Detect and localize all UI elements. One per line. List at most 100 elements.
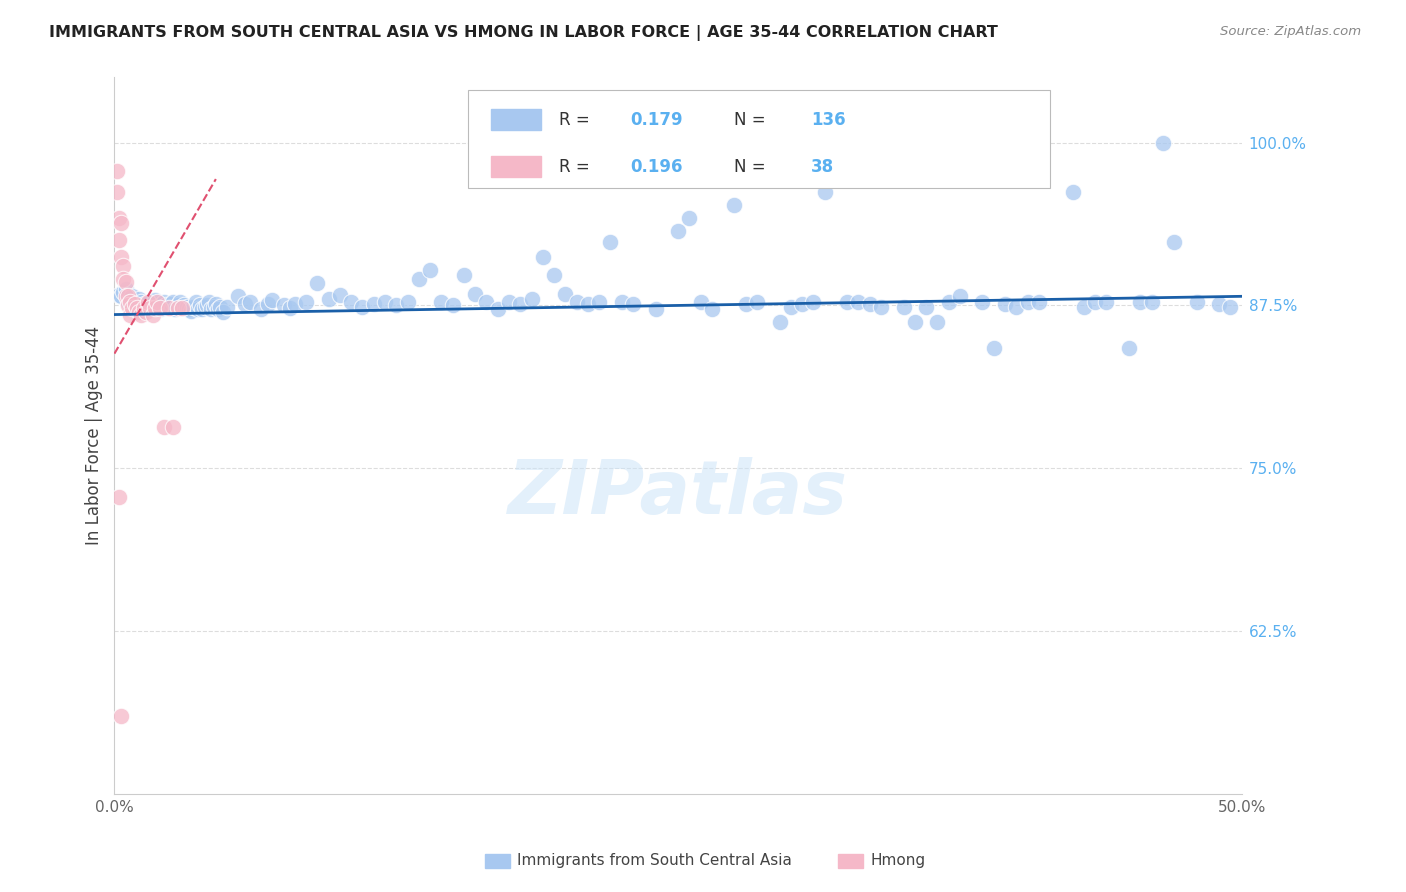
- Point: [576, 297, 599, 311]
- FancyBboxPatch shape: [468, 90, 1050, 188]
- Point: [408, 272, 430, 286]
- Point: [779, 300, 801, 314]
- Point: [205, 297, 228, 311]
- Point: [217, 300, 239, 314]
- Point: [125, 294, 148, 309]
- Point: [108, 233, 131, 247]
- Point: [233, 297, 256, 311]
- Point: [1028, 294, 1050, 309]
- Point: [531, 250, 554, 264]
- Point: [146, 300, 169, 314]
- Text: R =: R =: [558, 111, 595, 128]
- Point: [114, 281, 136, 295]
- Point: [554, 286, 576, 301]
- Point: [128, 305, 150, 319]
- Point: [159, 297, 181, 311]
- Point: [475, 294, 498, 309]
- Point: [135, 298, 157, 312]
- Point: [112, 260, 135, 274]
- Point: [599, 235, 621, 249]
- Point: [1219, 300, 1241, 314]
- Point: [110, 289, 132, 303]
- Point: [131, 294, 153, 309]
- Text: N =: N =: [734, 111, 772, 128]
- Point: [114, 275, 136, 289]
- Point: [211, 305, 233, 319]
- Point: [209, 300, 232, 314]
- Point: [801, 294, 824, 309]
- Point: [938, 294, 960, 309]
- Point: [848, 294, 870, 309]
- Point: [157, 300, 180, 314]
- Point: [120, 294, 142, 309]
- Point: [385, 298, 408, 312]
- Point: [430, 294, 453, 309]
- Point: [108, 288, 131, 302]
- Point: [117, 298, 139, 312]
- Point: [318, 292, 340, 306]
- Point: [278, 301, 301, 315]
- Point: [1084, 294, 1107, 309]
- Point: [745, 294, 768, 309]
- Point: [200, 302, 222, 317]
- Point: [859, 297, 882, 311]
- Point: [162, 294, 184, 309]
- Point: [419, 263, 441, 277]
- Point: [146, 294, 169, 309]
- Point: [170, 301, 193, 315]
- Point: [1208, 297, 1230, 311]
- Point: [110, 216, 132, 230]
- Point: [273, 298, 295, 312]
- Point: [143, 301, 166, 315]
- Point: [228, 289, 250, 303]
- Point: [153, 294, 176, 309]
- Point: [374, 294, 396, 309]
- Point: [169, 294, 191, 309]
- Point: [352, 300, 374, 314]
- Point: [870, 300, 893, 314]
- Point: [464, 286, 486, 301]
- Point: [678, 211, 700, 226]
- Text: 38: 38: [811, 158, 834, 176]
- Point: [983, 342, 1005, 356]
- Point: [202, 300, 225, 314]
- Point: [180, 303, 202, 318]
- Point: [295, 294, 318, 309]
- Point: [666, 224, 689, 238]
- Point: [125, 301, 148, 315]
- Point: [256, 297, 278, 311]
- Point: [262, 293, 284, 308]
- Point: [195, 298, 218, 312]
- Point: [700, 302, 723, 317]
- Point: [1073, 300, 1095, 314]
- Point: [1185, 294, 1208, 309]
- Text: 0.196: 0.196: [631, 158, 683, 176]
- Point: [132, 297, 155, 311]
- Point: [142, 308, 165, 322]
- Point: [148, 302, 170, 317]
- Point: [112, 285, 135, 300]
- Point: [837, 294, 859, 309]
- Point: [136, 294, 159, 309]
- Point: [1095, 294, 1118, 309]
- Point: [498, 294, 520, 309]
- Text: Source: ZipAtlas.com: Source: ZipAtlas.com: [1220, 25, 1361, 38]
- Text: R =: R =: [558, 158, 595, 176]
- Point: [121, 289, 143, 303]
- Point: [131, 308, 153, 322]
- Point: [610, 294, 633, 309]
- Point: [1118, 342, 1140, 356]
- Point: [644, 302, 666, 317]
- Point: [790, 297, 813, 311]
- FancyBboxPatch shape: [491, 110, 541, 130]
- Text: Hmong: Hmong: [870, 854, 925, 868]
- Point: [142, 297, 165, 311]
- Point: [441, 298, 464, 312]
- Point: [162, 419, 184, 434]
- Point: [1005, 300, 1028, 314]
- Point: [904, 315, 927, 329]
- Point: [207, 302, 229, 317]
- Point: [363, 297, 385, 311]
- Point: [949, 289, 972, 303]
- Point: [1163, 235, 1185, 249]
